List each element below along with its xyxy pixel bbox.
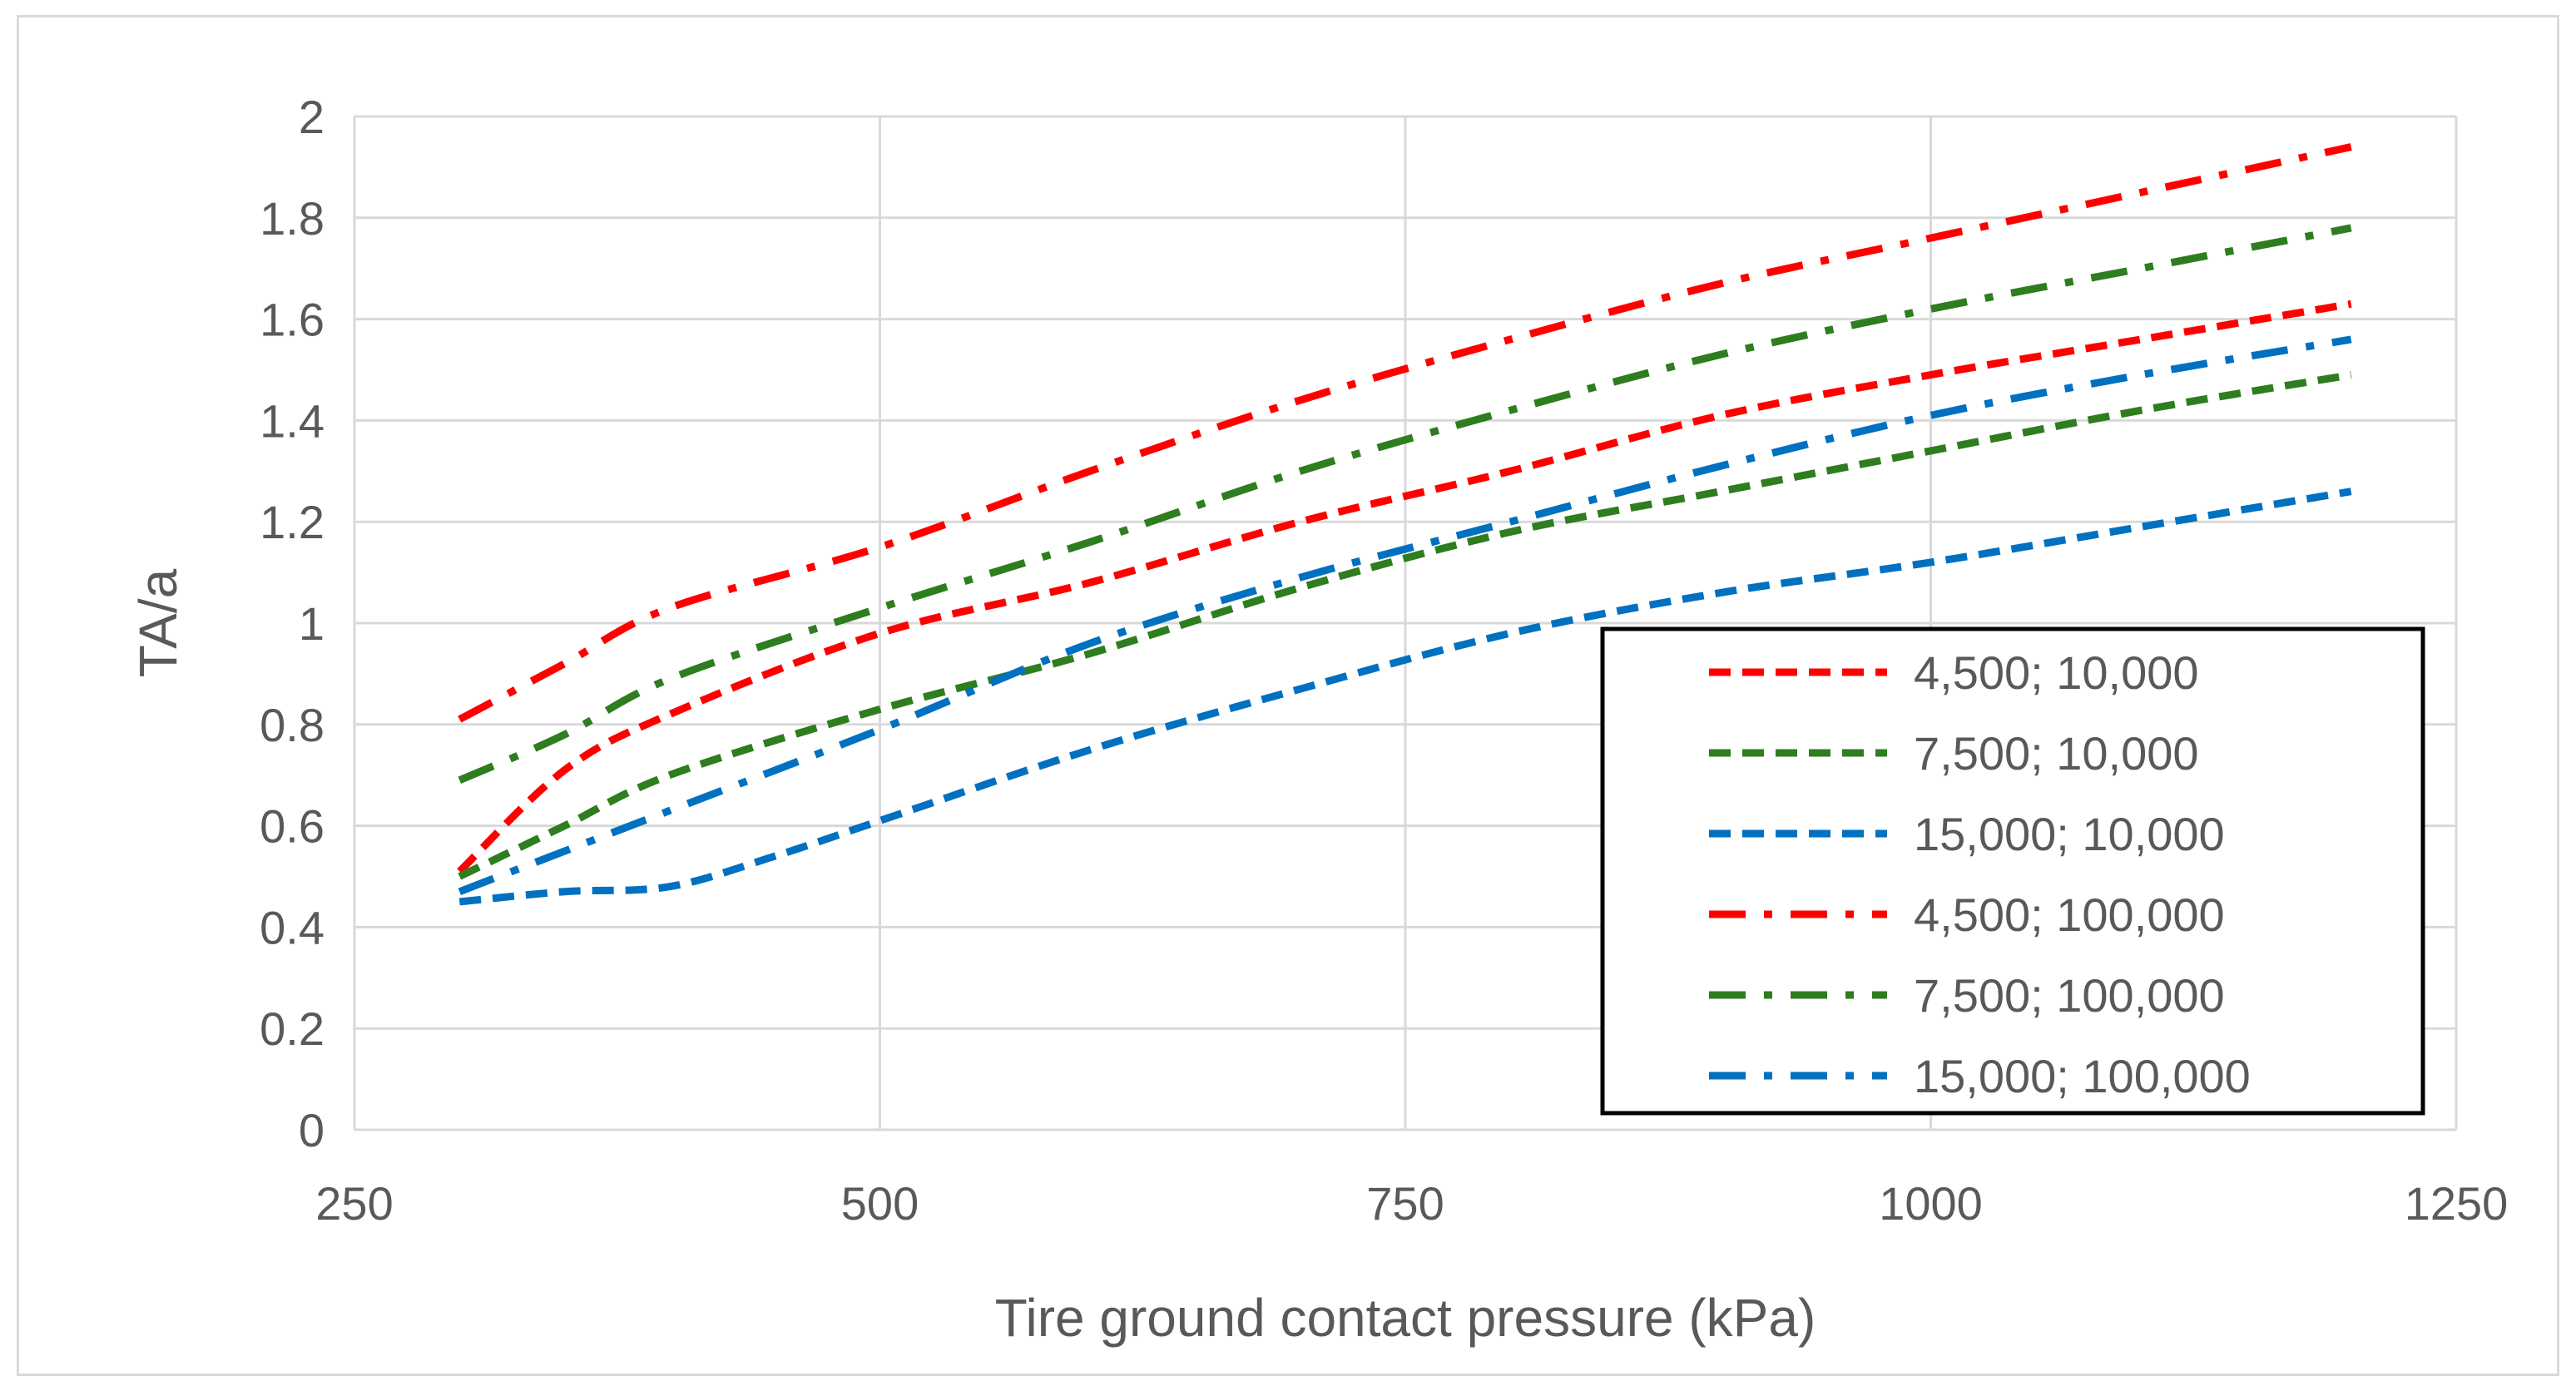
x-tick-label: 750 [1366,1177,1444,1230]
x-tick-label: 1000 [1879,1177,1983,1230]
series-line [458,143,2352,723]
series-layer [457,143,2352,906]
y-tick-label: 0 [299,1104,324,1156]
legend-label: 7,500; 100,000 [1914,969,2225,1022]
legend-label: 15,000; 10,000 [1914,808,2225,860]
y-tick-label: 0.4 [260,901,324,953]
series-line [458,224,2352,784]
series-line [458,488,2352,906]
y-tick-label: 2 [299,91,324,143]
series-line [458,371,2352,880]
y-tick-label: 1.8 [260,192,324,245]
y-axis-title: TA/a [128,568,188,677]
y-tick-label: 1.6 [260,294,324,346]
chart-frame [17,15,2559,1376]
legend-box [1600,626,2425,1116]
y-tick-label: 1 [299,597,324,650]
y-tick-label: 0.6 [260,800,324,853]
legend-label: 15,000; 100,000 [1914,1050,2251,1102]
legend-label: 4,500; 10,000 [1914,646,2199,699]
x-tick-label: 250 [315,1177,393,1230]
y-tick-label: 1.2 [260,496,324,548]
series-line [458,335,2352,895]
x-tick-label: 1250 [2405,1177,2509,1230]
x-tick-label: 500 [841,1177,919,1230]
legend-label: 7,500; 10,000 [1914,727,2199,780]
legend-label: 4,500; 100,000 [1914,889,2225,941]
y-tick-label: 0.8 [260,699,324,751]
axes: 0 0.2 0.4 0.6 0.8 1 1.2 1.4 1.6 1.8 2 250 500 750 1000… [260,91,2508,1230]
x-axis-title: Tire ground contact pressure (kPa) [995,1288,1816,1348]
y-tick-label: 0.2 [260,1002,324,1055]
legend[interactable]: 4,500; 10,000 7,500; 10,000 15,000; 10,000… [1600,626,2425,1116]
y-tick-label: 1.4 [260,394,324,447]
